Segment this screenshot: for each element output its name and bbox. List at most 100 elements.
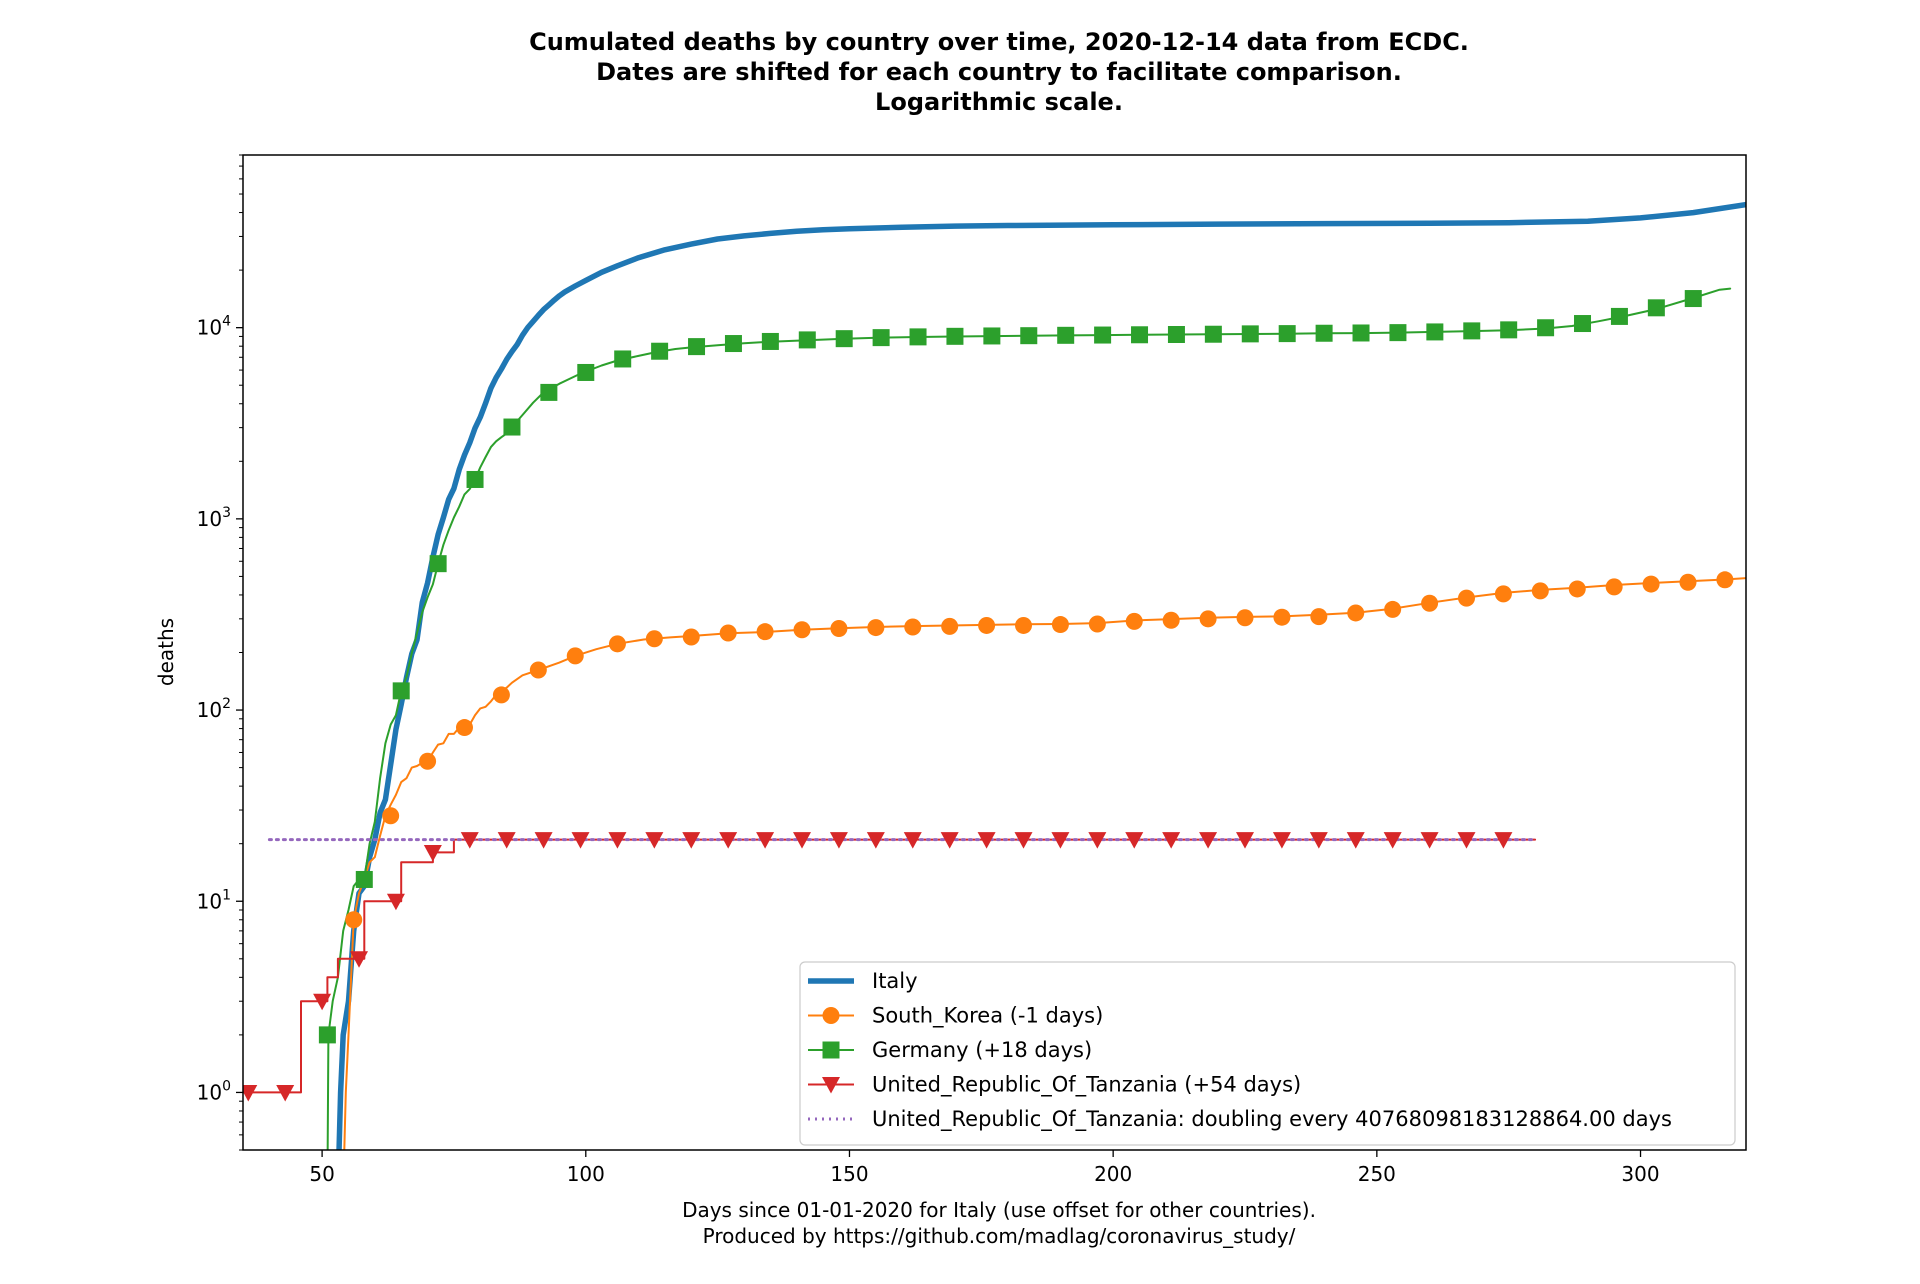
marker-south-korea — [1347, 604, 1365, 622]
marker-germany — [761, 332, 779, 350]
y-axis: 100 101 102 103 104 — [197, 154, 243, 1151]
marker-germany — [651, 342, 669, 360]
marker-germany — [318, 1026, 336, 1044]
marker-germany — [1278, 325, 1296, 343]
marker-germany — [1167, 325, 1185, 343]
marker-germany — [724, 335, 742, 353]
marker-germany — [983, 327, 1001, 345]
marker-united-republic-of-tanzania — [460, 832, 479, 849]
marker-south-korea — [1088, 615, 1106, 633]
marker-united-republic-of-tanzania — [1494, 832, 1513, 849]
marker-south-korea — [566, 647, 584, 665]
marker-germany — [1647, 299, 1665, 317]
y-tick-label: 102 — [197, 696, 231, 722]
marker-south-korea — [1162, 611, 1180, 629]
x-tick-label: 300 — [1621, 1162, 1659, 1186]
marker-germany — [429, 555, 447, 573]
legend-item-united-republic-of-tanzania: United_Republic_Of_Tanzania (+54 days) — [808, 1073, 1301, 1098]
marker-united-republic-of-tanzania — [1309, 832, 1328, 849]
legend-frame — [799, 961, 1736, 1146]
legend-entries: Italy South_Korea (-1 days) Germany (+18 d… — [808, 969, 1672, 1132]
marker-germany — [835, 330, 853, 348]
marker-south-korea — [1310, 608, 1328, 626]
marker-germany — [614, 350, 632, 368]
chart-title-line-1: Cumulated deaths by country over time, 2… — [529, 28, 1469, 56]
y-tick-label: 104 — [197, 314, 231, 340]
marker-south-korea — [1605, 578, 1623, 596]
marker-south-korea — [345, 911, 363, 929]
marker-germany — [503, 418, 521, 436]
marker-united-republic-of-tanzania — [866, 832, 885, 849]
x-axis: 50 100 150 200 250 300 — [309, 1150, 1660, 1186]
marker-united-republic-of-tanzania — [1014, 832, 1033, 849]
marker-germany — [1610, 307, 1628, 325]
marker-layer — [243, 290, 1734, 1102]
marker-south-korea — [756, 623, 774, 641]
marker-united-republic-of-tanzania — [1457, 832, 1476, 849]
legend-label: South_Korea (-1 days) — [872, 1004, 1103, 1029]
y-tick-label: 100 — [197, 1078, 231, 1104]
marker-united-republic-of-tanzania — [756, 832, 775, 849]
marker-united-republic-of-tanzania — [1272, 832, 1291, 849]
marker-germany — [1537, 319, 1555, 337]
marker-germany — [1684, 290, 1702, 308]
marker-united-republic-of-tanzania — [1162, 832, 1181, 849]
marker-germany — [798, 331, 816, 349]
legend-label: United_Republic_Of_Tanzania (+54 days) — [872, 1073, 1301, 1098]
legend-item-united-republic-of-tanzania: United_Republic_Of_Tanzania: doubling ev… — [808, 1107, 1672, 1132]
marker-united-republic-of-tanzania — [276, 1084, 295, 1102]
marker-germany — [1574, 315, 1592, 333]
marker-united-republic-of-tanzania — [903, 832, 922, 849]
marker-germany — [1315, 324, 1333, 342]
marker-south-korea — [941, 617, 959, 635]
marker-germany — [688, 338, 706, 356]
marker-germany — [872, 329, 890, 347]
marker-south-korea — [1125, 612, 1143, 630]
legend-marker — [822, 1041, 840, 1059]
y-tick-label: 103 — [197, 505, 231, 531]
marker-united-republic-of-tanzania — [423, 844, 442, 862]
marker-united-republic-of-tanzania — [497, 832, 516, 849]
marker-germany — [392, 682, 410, 700]
x-tick-label: 250 — [1358, 1162, 1396, 1186]
legend-item-south-korea: South_Korea (-1 days) — [808, 1004, 1103, 1029]
x-axis-label-line-2: Produced by https://github.com/madlag/co… — [703, 1224, 1296, 1248]
marker-united-republic-of-tanzania — [1236, 832, 1254, 849]
marker-united-republic-of-tanzania — [793, 832, 812, 849]
marker-united-republic-of-tanzania — [1125, 832, 1144, 849]
marker-south-korea — [1531, 582, 1549, 600]
chart-title-line-3: Logarithmic scale. — [875, 88, 1123, 116]
marker-south-korea — [1494, 585, 1512, 603]
marker-germany — [946, 327, 964, 345]
marker-south-korea — [1421, 594, 1439, 612]
marker-germany — [1389, 324, 1407, 342]
marker-united-republic-of-tanzania — [829, 832, 848, 849]
legend-label: United_Republic_Of_Tanzania: doubling ev… — [872, 1107, 1672, 1132]
legend-item-germany: Germany (+18 days) — [808, 1038, 1092, 1062]
marker-united-republic-of-tanzania — [313, 993, 332, 1011]
marker-south-korea — [1015, 616, 1033, 634]
marker-south-korea — [455, 719, 473, 737]
marker-germany — [540, 383, 558, 401]
legend-marker — [822, 1077, 840, 1094]
marker-united-republic-of-tanzania — [1088, 832, 1107, 849]
marker-united-republic-of-tanzania — [534, 832, 553, 849]
marker-united-republic-of-tanzania — [571, 832, 590, 849]
marker-germany — [1131, 326, 1149, 344]
marker-germany — [909, 328, 927, 346]
marker-south-korea — [1568, 580, 1586, 598]
marker-south-korea — [529, 661, 547, 679]
marker-south-korea — [904, 618, 922, 636]
marker-germany — [1241, 325, 1259, 343]
marker-south-korea — [1199, 610, 1217, 628]
marker-south-korea — [419, 752, 437, 770]
chart-title-line-2: Dates are shifted for each country to fa… — [596, 58, 1402, 86]
x-tick-label: 150 — [830, 1162, 868, 1186]
marker-united-republic-of-tanzania — [977, 832, 996, 849]
marker-south-korea — [867, 619, 885, 637]
legend: Italy South_Korea (-1 days) Germany (+18 d… — [799, 961, 1736, 1146]
marker-united-republic-of-tanzania — [1051, 832, 1070, 849]
marker-germany — [1020, 327, 1038, 345]
